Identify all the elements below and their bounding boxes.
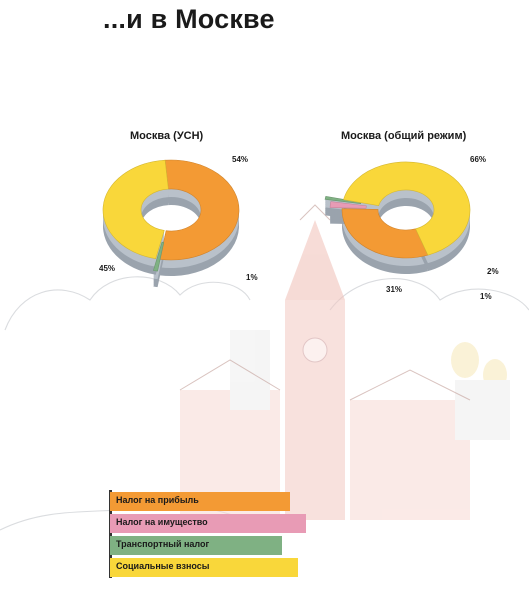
legend-swatch [110, 492, 290, 511]
data-label: 45% [99, 264, 115, 273]
slice-property-tax [329, 201, 367, 209]
slice-profit-tax [341, 208, 429, 259]
legend-swatch [110, 558, 298, 577]
page-title: ...и в Москве [103, 4, 275, 34]
data-label: 1% [246, 273, 258, 282]
legend-divider [109, 490, 112, 578]
legend-label: Налог на прибыль [116, 495, 199, 505]
donut-chart-1: 54% 1% 45% [99, 155, 258, 288]
chart-title-general: Москва (общий режим) [341, 130, 467, 142]
slice-social-contrib [102, 159, 169, 260]
legend-swatch [110, 536, 282, 555]
data-label: 54% [232, 155, 248, 164]
slice-social-contrib [343, 161, 471, 256]
legend-label: Транспортный налог [116, 539, 210, 549]
legend-label: Налог на имущество [116, 517, 208, 527]
donut-chart-2: 31% 2% 1% 66% [324, 155, 499, 301]
legend-swatch [110, 514, 306, 533]
chart-title-usn: Москва (УСН) [130, 130, 204, 142]
data-label: 31% [386, 285, 402, 294]
legend-label: Социальные взносы [116, 561, 210, 571]
data-label: 1% [480, 292, 492, 301]
slice-transport-tax [152, 241, 165, 272]
data-label: 2% [487, 267, 499, 276]
slice-profit-tax [159, 159, 240, 261]
data-label: 66% [470, 155, 486, 164]
